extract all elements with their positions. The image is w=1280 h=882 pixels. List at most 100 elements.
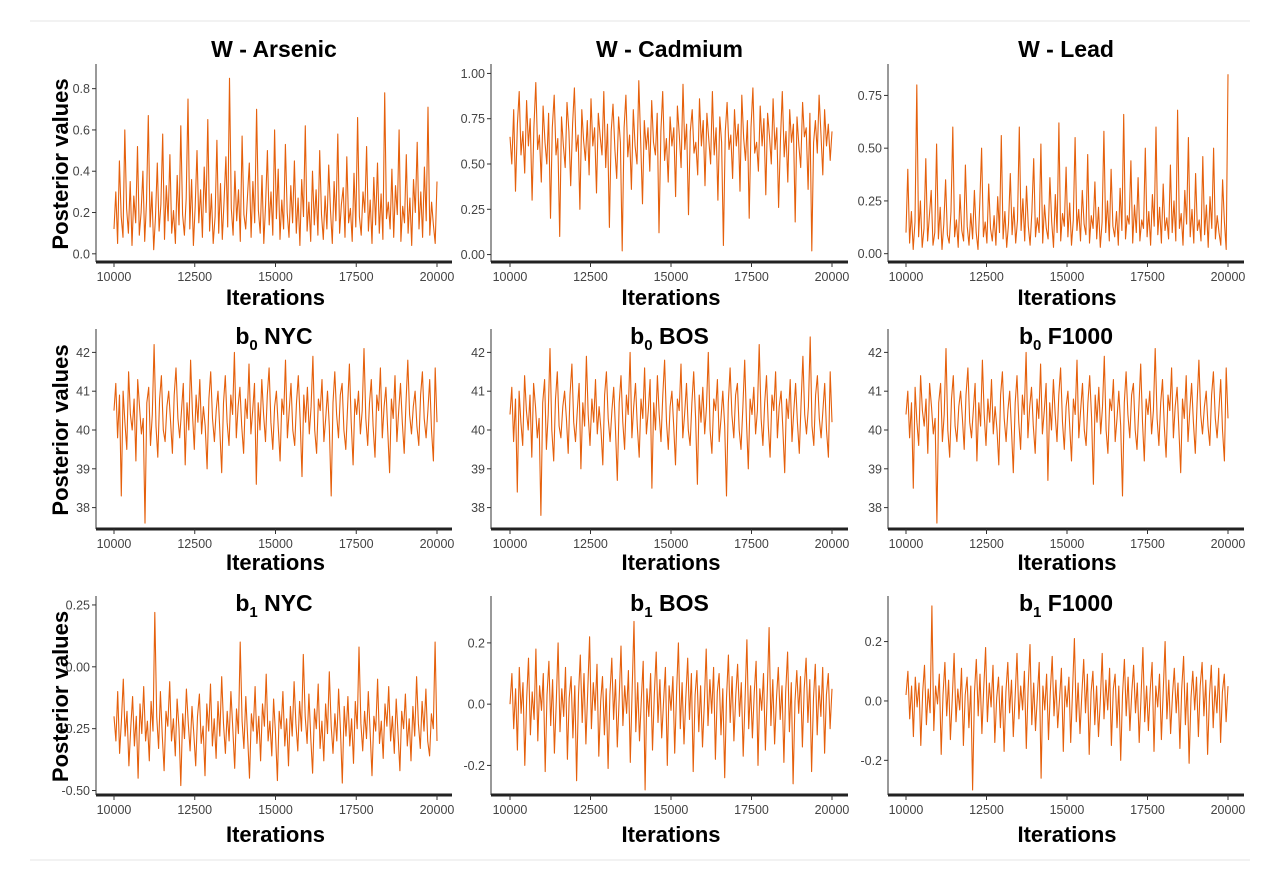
x-tick-label: 20000 [815,537,850,551]
x-axis-title: Iterations [226,822,325,847]
x-tick-label: 10000 [493,803,528,817]
y-tick-label: 40 [76,424,90,438]
y-tick-label: 0.0 [865,694,882,708]
y-tick-label: 38 [471,501,485,515]
y-tick-label: 1.00 [461,67,485,81]
y-tick-label: 0.00 [461,248,485,262]
x-tick-label: 15000 [654,803,689,817]
trace-series-line [113,611,438,787]
y-tick-label: 38 [868,501,882,515]
y-tick-label: 0.00 [66,660,90,674]
x-tick-label: 10000 [97,270,132,284]
y-tick-label: 40 [471,424,485,438]
y-tick-label: 0.6 [73,123,90,137]
x-tick-label: 17500 [1130,270,1165,284]
x-tick-label: 20000 [1211,537,1246,551]
trace-series-line [905,347,1229,524]
x-tick-label: 10000 [889,537,924,551]
panel-title: b0 F1000 [1019,323,1113,354]
x-tick-label: 15000 [258,537,293,551]
trace-panel: b1 BOS -0.2 0.0 0.2 10000 12500 15000 17500 2000… [463,590,849,847]
panel-title: b1 BOS [630,590,709,621]
x-axis-title: Iterations [1017,285,1116,310]
panel-title: b0 BOS [630,323,709,354]
x-tick-label: 12500 [969,803,1004,817]
x-tick-label: 15000 [1050,803,1085,817]
x-tick-label: 10000 [493,270,528,284]
y-tick-label: 0.50 [858,142,882,156]
x-axis-title: Iterations [226,285,325,310]
x-tick-label: 10000 [97,537,132,551]
y-tick-label: 42 [471,346,485,360]
panel-title: W - Arsenic [211,36,337,62]
panel-title: W - Lead [1018,36,1114,62]
trace-series-line [905,605,1229,791]
y-tick-label: 41 [471,385,485,399]
x-tick-label: 17500 [339,537,374,551]
y-tick-label: 0.8 [73,82,90,96]
trace-series-line [509,80,833,252]
x-tick-label: 12500 [177,270,212,284]
y-tick-label: 41 [868,385,882,399]
x-tick-label: 20000 [420,270,455,284]
y-axis-title: Posterior values [48,78,73,249]
panel-title: b0 NYC [235,323,312,354]
x-tick-label: 12500 [969,270,1004,284]
y-tick-label: 0.25 [461,203,485,217]
y-tick-label: 0.25 [858,194,882,208]
y-tick-label: 41 [76,385,90,399]
y-tick-label: 0.0 [73,247,90,261]
y-tick-label: 0.25 [66,598,90,612]
x-tick-label: 20000 [420,803,455,817]
x-axis-title: Iterations [1017,550,1116,575]
y-tick-label: 0.75 [461,112,485,126]
trace-panel: W - Cadmium 0.00 0.25 0.50 0.75 1.00 10000 1250… [461,36,850,310]
trace-panel: b1 F1000 -0.2 0.0 0.2 10000 12500 15000 17500 20… [860,590,1245,847]
x-tick-label: 15000 [654,537,689,551]
x-axis-title: Iterations [621,285,720,310]
y-tick-label: -0.2 [860,754,882,768]
x-axis-title: Iterations [621,550,720,575]
y-tick-label: 0.2 [468,636,485,650]
trace-series-line [113,344,438,524]
y-tick-label: 0.0 [468,698,485,712]
trace-panel: W - Arsenic 0.0 0.2 0.4 0.6 0.8 10000 12500 1500… [48,36,454,310]
x-tick-label: 17500 [1130,537,1165,551]
x-tick-label: 15000 [258,270,293,284]
x-axis-title: Iterations [621,822,720,847]
x-tick-label: 10000 [889,270,924,284]
x-tick-label: 20000 [420,537,455,551]
y-tick-label: 38 [76,501,90,515]
x-tick-label: 10000 [97,803,132,817]
panel-title: b1 F1000 [1019,590,1113,621]
x-tick-label: 12500 [969,537,1004,551]
trace-series-line [905,74,1229,251]
trace-panel: b0 BOS 38 39 40 41 42 10000 12500 15000 17500 2000… [471,323,849,575]
y-tick-label: 42 [868,346,882,360]
x-tick-label: 17500 [734,803,769,817]
y-axis-title: Posterior values [48,344,73,515]
x-tick-label: 12500 [177,803,212,817]
trace-panel: b1 NYC -0.50 -0.25 0.00 0.25 10000 12500 15000 1… [48,590,454,847]
panel-title: W - Cadmium [596,36,743,62]
y-tick-label: 0.50 [461,158,485,172]
x-tick-label: 10000 [493,537,528,551]
y-tick-label: 0.75 [858,89,882,103]
x-tick-label: 12500 [573,803,608,817]
x-tick-label: 15000 [654,270,689,284]
x-tick-label: 17500 [1130,803,1165,817]
x-tick-label: 10000 [889,803,924,817]
x-tick-label: 17500 [339,803,374,817]
x-tick-label: 17500 [734,537,769,551]
trace-series-line [509,336,833,516]
x-tick-label: 20000 [1211,803,1246,817]
trace-series-line [509,620,833,791]
y-tick-label: 0.4 [73,165,90,179]
trace-panel: b0 F1000 38 39 40 41 42 10000 12500 15000 17500 20… [868,323,1245,575]
panels: W - Arsenic 0.0 0.2 0.4 0.6 0.8 10000 12500 1500… [48,36,1245,847]
panel-title: b1 NYC [235,590,312,621]
y-tick-label: 42 [76,346,90,360]
y-tick-label: 0.2 [73,206,90,220]
y-tick-label: -0.50 [62,784,91,798]
